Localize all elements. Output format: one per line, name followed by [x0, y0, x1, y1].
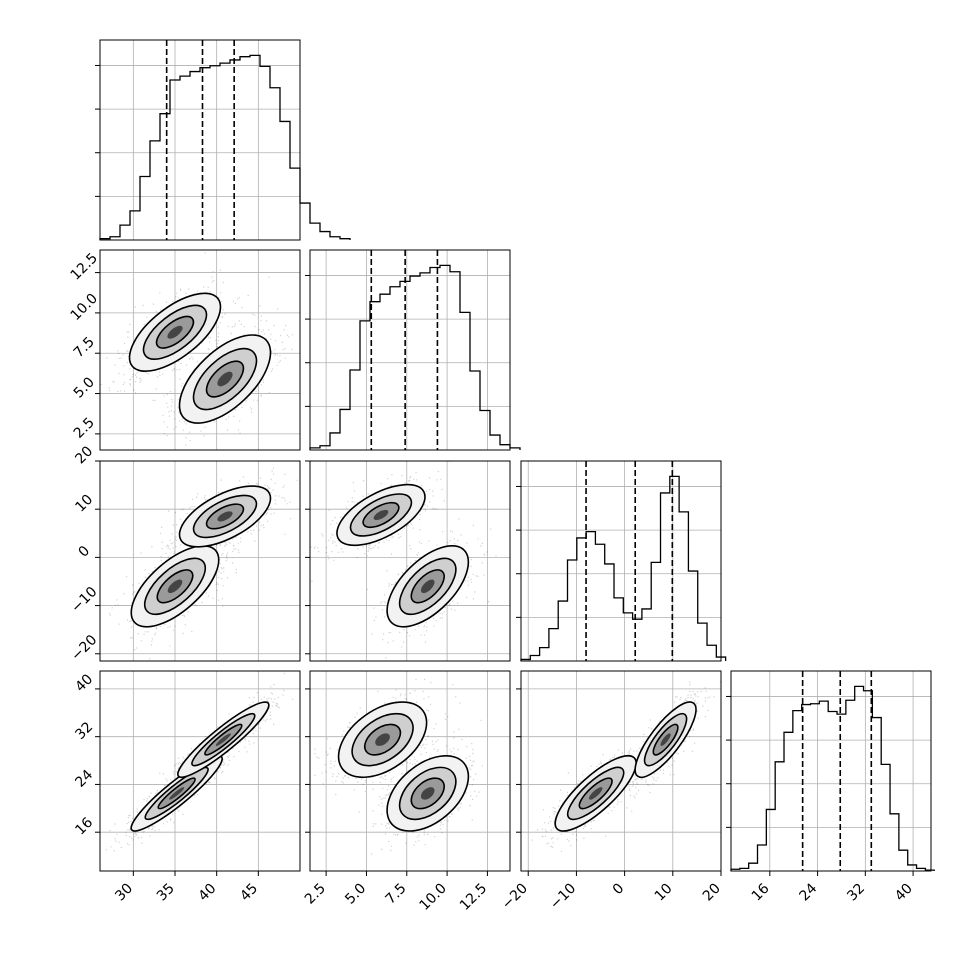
x-tick-label-1-2: 7.5	[383, 881, 410, 908]
x-tick-label-1-1: 5.0	[342, 881, 369, 908]
y-tick-label-1-2: 7.5	[71, 334, 98, 361]
histogram-frame	[520, 460, 722, 662]
x-tick-label-0-0: 30	[112, 881, 136, 905]
y-tick-label-2-0: −20	[68, 632, 100, 664]
x-tick-label-2-2: 0	[610, 881, 628, 899]
x-tick-label-0-3: 45	[237, 881, 261, 905]
x-tick-label-3-0: 16	[749, 880, 773, 904]
density-core	[167, 579, 183, 594]
density-core	[167, 325, 183, 339]
histogram-steps	[520, 475, 727, 661]
histogram-steps	[309, 264, 521, 450]
panel-frame	[520, 670, 722, 872]
y-tick-label-1-0: 2.5	[71, 415, 98, 442]
panel-frame	[99, 670, 301, 872]
x-tick-label-3-3: 40	[892, 881, 916, 905]
density-panel-1-2	[305, 460, 511, 662]
histogram-steps	[99, 54, 351, 240]
panel-frame	[99, 460, 301, 662]
density-core	[420, 579, 435, 594]
x-tick-label-3-2: 32	[844, 881, 868, 905]
histogram-frame	[99, 39, 301, 241]
density-core	[217, 511, 233, 522]
x-tick-label-2-0: −20	[499, 881, 531, 913]
y-tick-label-1-1: 5.0	[71, 374, 98, 401]
x-tick-label-0-2: 40	[196, 881, 220, 905]
y-tick-label-2-2: 0	[76, 543, 94, 561]
y-tick-label-1-3: 10.0	[68, 291, 101, 324]
panel-content	[100, 250, 300, 450]
scatter-points	[100, 252, 300, 446]
panel-frame	[309, 460, 511, 662]
panel-content	[521, 671, 721, 871]
density-core	[588, 787, 603, 800]
density-core	[375, 733, 390, 746]
histogram-panel-1	[305, 249, 521, 451]
density-core	[373, 509, 389, 521]
density-panel-0-1	[95, 249, 301, 451]
y-tick-label-3-1: 24	[72, 767, 96, 791]
histogram-panel-2	[516, 460, 727, 662]
density-core	[420, 787, 435, 800]
density-core	[660, 733, 671, 746]
density-core	[169, 787, 185, 800]
panel-content	[310, 461, 510, 661]
histogram-panel-3	[726, 670, 935, 872]
histogram-frame	[309, 249, 511, 451]
panel-frame	[309, 670, 511, 872]
y-tick-label-2-1: −10	[68, 584, 100, 616]
panel-content	[100, 461, 300, 661]
x-tick-label-3-1: 24	[796, 880, 820, 904]
x-tick-label-2-3: 10	[652, 881, 676, 905]
density-core	[217, 371, 233, 387]
panel-content	[100, 671, 300, 871]
histogram-steps	[730, 685, 935, 871]
density-panel-0-3	[95, 670, 301, 872]
density-panel-2-3	[516, 670, 722, 872]
y-tick-label-2-3: 10	[72, 492, 96, 516]
y-tick-label-3-3: 40	[72, 671, 96, 695]
x-tick-label-0-1: 35	[154, 881, 178, 905]
y-tick-label-3-2: 32	[72, 719, 96, 743]
panel-frame	[99, 249, 301, 451]
density-core	[215, 733, 231, 746]
y-tick-label-3-0: 16	[72, 815, 96, 839]
x-tick-label-1-4: 12.5	[457, 881, 490, 914]
x-tick-label-1-3: 10.0	[417, 881, 450, 914]
y-tick-label-1-4: 12.5	[68, 250, 101, 283]
x-tick-label-2-4: 20	[700, 881, 724, 905]
density-panel-0-2	[95, 460, 301, 662]
histogram-frame	[730, 670, 932, 872]
histogram-panel-0	[95, 39, 351, 241]
panel-content	[310, 671, 510, 871]
x-tick-label-1-0: 2.5	[302, 881, 329, 908]
density-panel-1-3	[305, 670, 511, 872]
y-tick-label-2-4: 20	[72, 443, 96, 467]
x-tick-label-2-1: −10	[547, 881, 579, 913]
